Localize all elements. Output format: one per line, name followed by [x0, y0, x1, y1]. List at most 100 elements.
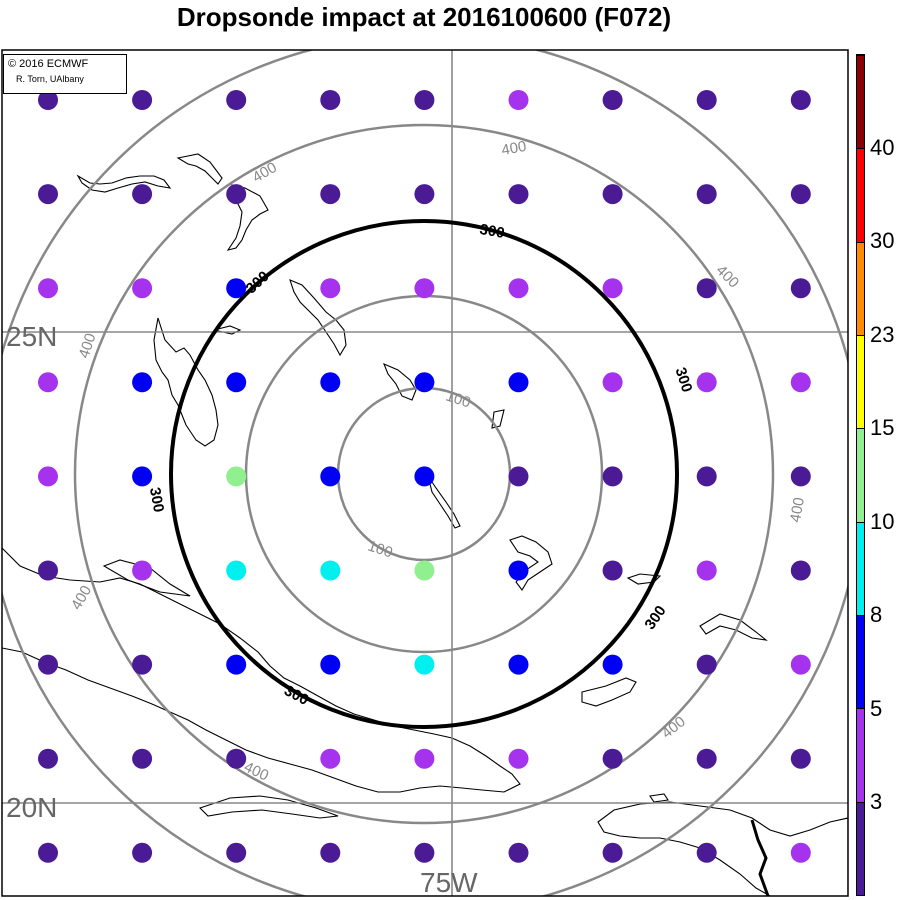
contour-label-400: 400	[76, 331, 100, 360]
colorbar-level-label: 8	[870, 602, 883, 628]
impact-dot	[414, 278, 435, 299]
impact-dot	[414, 372, 435, 393]
impact-dot	[320, 748, 341, 769]
impact-dot	[414, 748, 435, 769]
colorbar-segment	[857, 428, 864, 522]
graticule	[2, 50, 848, 896]
impact-dot	[790, 372, 811, 393]
contour-label-400: 400	[500, 138, 528, 159]
contour-label-100: 100	[366, 538, 395, 562]
impact-dot	[38, 748, 58, 769]
colorbar-segment	[857, 148, 864, 242]
lon-label-75w: 75W	[420, 867, 478, 898]
impact-dot	[132, 278, 153, 299]
colorbar-segment	[857, 521, 864, 616]
coastlines	[2, 153, 848, 896]
impact-dot	[132, 372, 153, 393]
colorbar-level-label: 23	[870, 321, 895, 347]
contour-label-400: 400	[68, 583, 95, 613]
credit-line-2: R. Torn, UAlbany	[16, 74, 84, 84]
colorbar-level-label: 10	[870, 508, 895, 534]
credit-box: © 2016 ECMWF R. Torn, UAlbany	[3, 54, 127, 94]
impact-dot	[226, 278, 247, 299]
colorbar-level-label: 5	[870, 695, 883, 721]
impact-dots	[38, 90, 811, 863]
impact-dot	[790, 278, 811, 299]
colorbar-segment	[857, 708, 864, 802]
contour-label-400: 400	[713, 262, 743, 292]
contour-label-400: 400	[250, 159, 280, 186]
impact-dot	[320, 654, 341, 675]
impact-dot	[790, 184, 811, 205]
impact-dot	[602, 372, 623, 393]
impact-dot	[132, 842, 153, 863]
impact-dot	[508, 90, 529, 110]
impact-dot	[226, 90, 247, 110]
impact-dot	[696, 654, 717, 675]
impact-dot	[132, 748, 153, 769]
impact-dot	[414, 90, 435, 110]
impact-dot	[790, 748, 811, 769]
impact-dot	[790, 560, 811, 581]
impact-dot	[38, 278, 58, 299]
impact-dot	[132, 654, 153, 675]
border-line	[750, 819, 770, 896]
impact-dot	[414, 184, 435, 205]
impact-dot	[602, 184, 623, 205]
colorbar-segment	[857, 615, 864, 709]
colorbar-level-label: 30	[870, 228, 895, 254]
impact-dot	[414, 842, 435, 863]
impact-dot	[602, 748, 623, 769]
impact-dot	[508, 278, 529, 299]
impact-dot	[132, 560, 153, 581]
impact-dot	[226, 372, 247, 393]
colorbar-segment	[857, 241, 864, 336]
impact-dot	[602, 654, 623, 675]
impact-dot	[696, 748, 717, 769]
map-panel: 100 100 400 400 400 400 400 400 400 400 …	[1, 49, 849, 898]
impact-dot	[414, 560, 435, 581]
impact-dot	[320, 184, 341, 205]
impact-dot	[38, 184, 58, 205]
contour-label-400: 400	[787, 496, 808, 524]
impact-dot	[320, 842, 341, 863]
impact-dot	[320, 90, 341, 110]
contour-label-300: 300	[478, 221, 506, 242]
impact-dot	[226, 654, 247, 675]
impact-dot	[132, 466, 153, 487]
impact-dot	[414, 654, 435, 675]
colorbar-level-label: 3	[870, 789, 883, 815]
impact-dot	[38, 654, 58, 675]
impact-dot	[602, 842, 623, 863]
impact-dot	[508, 372, 529, 393]
impact-dot	[320, 278, 341, 299]
colorbar-level-label: 15	[870, 415, 895, 441]
impact-dot	[132, 90, 153, 110]
impact-dot	[790, 842, 811, 863]
impact-dot	[320, 466, 341, 487]
lat-label-20n: 20N	[6, 792, 57, 823]
colorbar-segment	[857, 335, 864, 429]
contour-label-300: 300	[672, 365, 696, 394]
lat-label-25n: 25N	[6, 321, 57, 352]
impact-dot	[602, 466, 623, 487]
impact-dot	[696, 466, 717, 487]
impact-dot	[226, 842, 247, 863]
impact-dot	[696, 842, 717, 863]
impact-dot	[226, 560, 247, 581]
impact-dot	[226, 748, 247, 769]
impact-dot	[696, 560, 717, 581]
contour-labels: 100 100 400 400 400 400 400 400 400 400 …	[68, 138, 808, 785]
impact-dot	[696, 90, 717, 110]
impact-dot	[602, 90, 623, 110]
impact-dot	[696, 184, 717, 205]
colorbar-segment	[857, 801, 864, 895]
colorbar	[856, 54, 865, 896]
contour-label-300: 300	[641, 603, 669, 633]
impact-dot	[320, 560, 341, 581]
contour-label-100: 100	[444, 388, 473, 412]
impact-dot	[508, 466, 529, 487]
impact-dot	[508, 184, 529, 205]
impact-dot	[226, 184, 247, 205]
map-frame	[1, 49, 849, 897]
